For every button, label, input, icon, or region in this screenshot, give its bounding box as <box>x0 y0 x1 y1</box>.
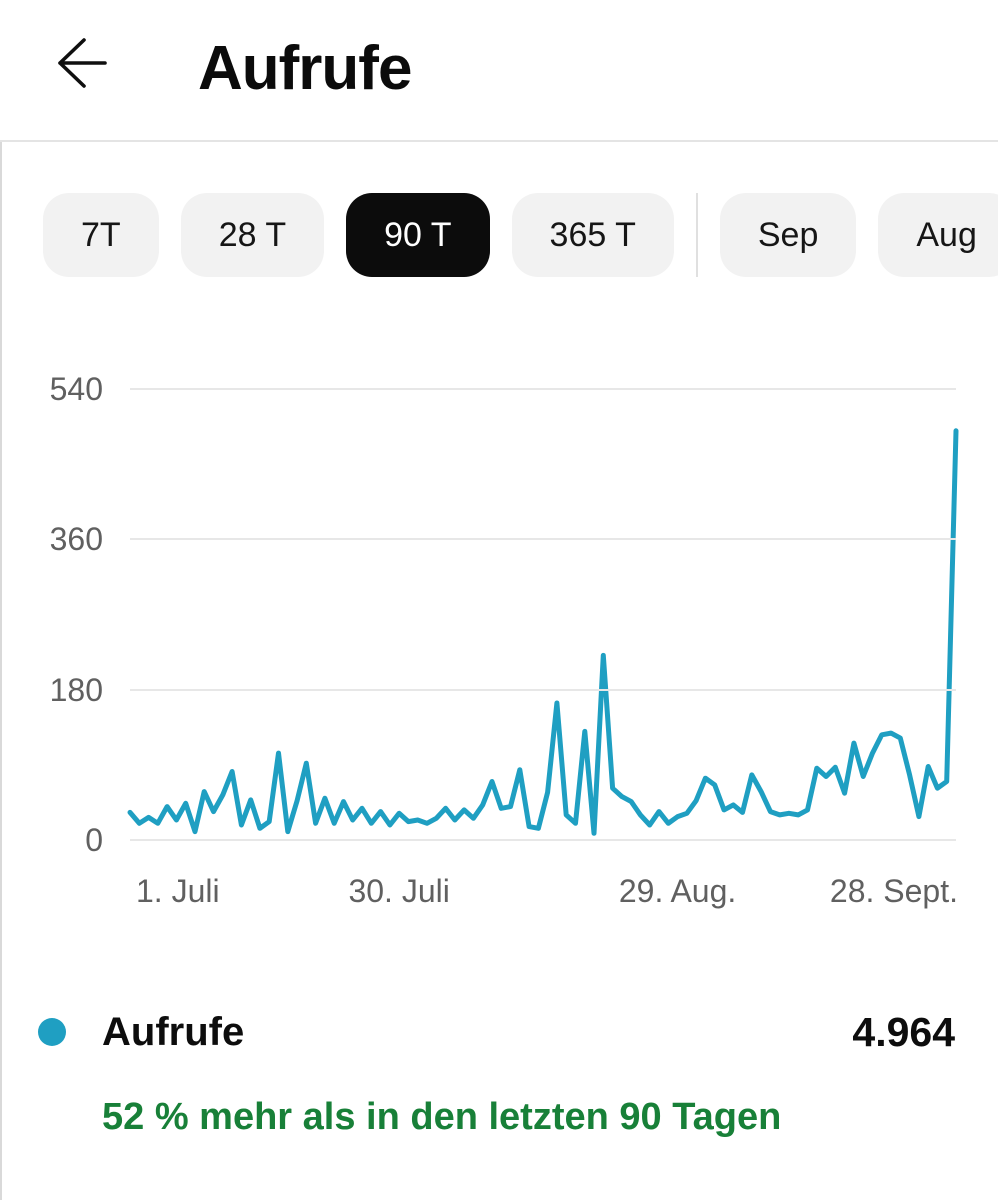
series-total-value: 4.964 <box>852 1009 955 1055</box>
x-axis-label-1: 1. Juli <box>136 873 220 909</box>
y-axis-label-360: 360 <box>49 521 103 558</box>
chips-divider <box>695 193 698 277</box>
gridline-540 <box>130 388 956 390</box>
x-axis-label-3: 29. Aug. <box>618 873 737 909</box>
chip-90t[interactable]: 90 T <box>346 193 490 277</box>
chip-sep[interactable]: Sep <box>719 193 857 277</box>
header: Aufrufe <box>0 0 998 142</box>
views-chart[interactable]: 0 180 360 540 1. Juli 30. Juli 29. Aug. 28. Sep… <box>0 340 998 920</box>
views-line <box>127 428 959 836</box>
line-chart-canvas <box>127 428 959 836</box>
page-title: Aufrufe <box>198 34 412 103</box>
x-axis-label-2: 30. Juli <box>348 873 450 909</box>
screen-left-edge <box>0 0 2 1200</box>
chip-aug[interactable]: Aug <box>878 193 998 277</box>
legend-row[interactable]: Aufrufe 4.964 <box>0 1000 998 1064</box>
series-label: Aufrufe <box>102 1010 245 1054</box>
y-axis-label-0: 0 <box>85 822 103 858</box>
gridline-180 <box>130 688 956 691</box>
gridline-0 <box>130 839 956 841</box>
y-axis-label-540: 540 <box>49 371 103 407</box>
series-dot-icon <box>38 1018 66 1046</box>
time-range-chips: 7T 28 T 90 T 365 T Sep Aug <box>43 193 998 277</box>
chip-7t[interactable]: 7T <box>43 193 159 277</box>
x-axis-label-4: 28. Sept. <box>829 873 958 909</box>
back-arrow-icon <box>58 37 107 88</box>
y-axis-label-180: 180 <box>49 671 103 708</box>
back-button[interactable] <box>44 26 120 102</box>
chip-28t[interactable]: 28 T <box>180 193 325 277</box>
header-divider <box>0 140 998 142</box>
trend-summary: 52 % mehr als in den letzten 90 Tagen <box>102 1096 782 1138</box>
chip-365t[interactable]: 365 T <box>511 193 674 277</box>
gridline-360 <box>130 538 956 541</box>
